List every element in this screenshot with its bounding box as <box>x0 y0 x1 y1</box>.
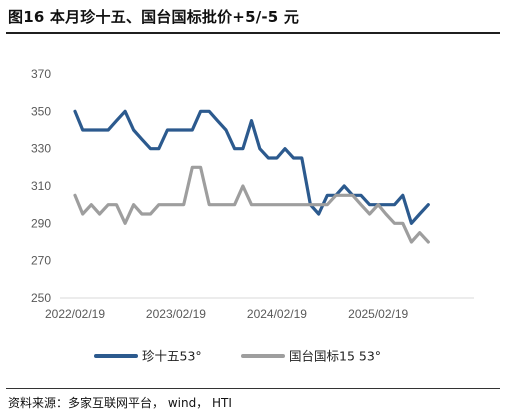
y-tick-label: 350 <box>31 104 51 118</box>
x-tick-label: 2025/02/19 <box>348 307 408 321</box>
y-tick-label: 330 <box>31 142 51 156</box>
figure-title: 图16 本月珍十五、国台国标批价+5/-5 元 <box>8 8 300 26</box>
legend-label-2: 国台国标15 53° <box>289 349 381 364</box>
y-tick-label: 270 <box>31 254 51 268</box>
x-tick-label: 2022/02/19 <box>45 307 105 321</box>
x-tick-label: 2024/02/19 <box>247 307 307 321</box>
source-rule <box>6 388 500 389</box>
y-tick-label: 250 <box>31 291 51 305</box>
x-tick-label: 2023/02/19 <box>146 307 206 321</box>
x-axis-ticks: 2022/02/19 2023/02/19 2024/02/19 2025/02/19 <box>45 307 409 321</box>
legend-label-1: 珍十五53° <box>142 349 202 364</box>
y-tick-label: 370 <box>31 67 51 81</box>
series-line-1 <box>73 109 430 225</box>
source-note: 资料来源：多家互联网平台， wind， HTI <box>8 396 232 410</box>
y-tick-label: 310 <box>31 179 51 193</box>
plot-area <box>73 109 430 244</box>
y-tick-label: 290 <box>31 216 51 230</box>
y-axis-ticks: 250 270 290 310 330 350 370 <box>31 67 51 305</box>
title-rule <box>6 32 500 34</box>
legend: 珍十五53° 国台国标15 53° <box>94 349 381 364</box>
line-chart: 250 270 290 310 330 350 370 2022/02/19 2023/02/… <box>31 67 474 364</box>
series-line-2 <box>73 165 430 244</box>
